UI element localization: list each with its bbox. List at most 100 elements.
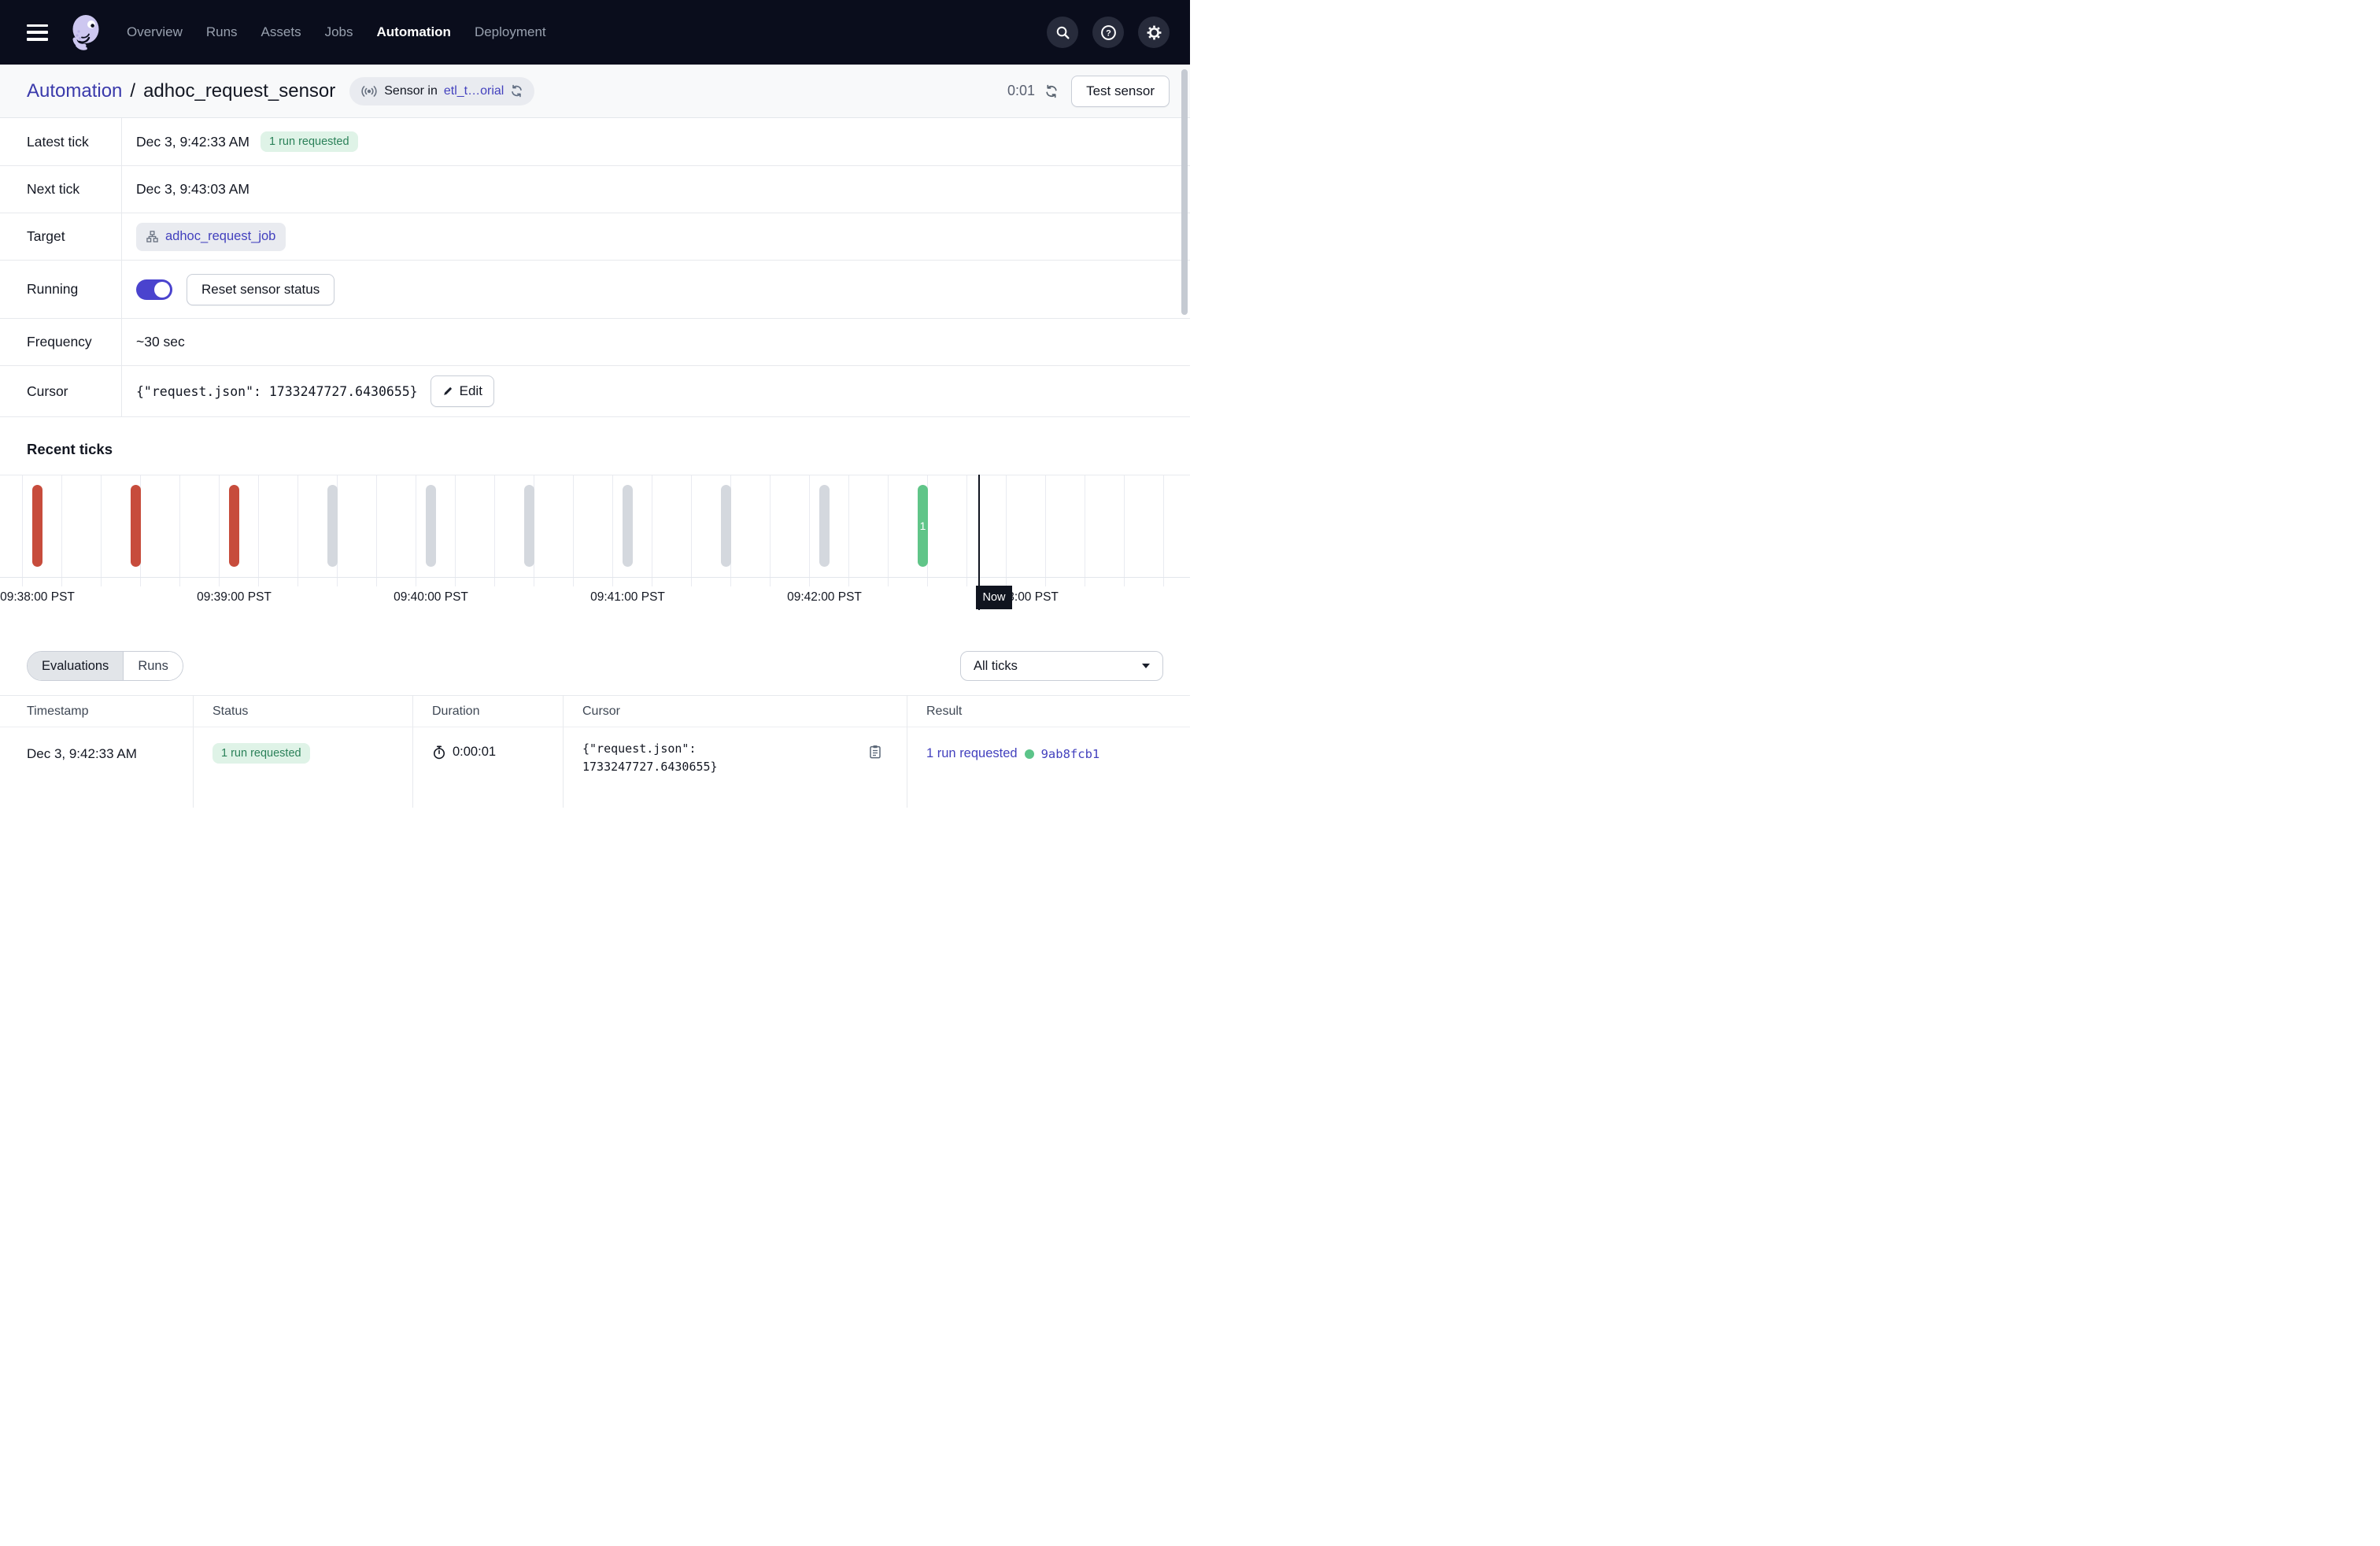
sensor-icon — [361, 85, 377, 97]
gridline — [612, 475, 613, 586]
nav-item-runs[interactable]: Runs — [205, 24, 238, 39]
gridline — [848, 475, 849, 586]
gridline — [691, 475, 692, 586]
reset-sensor-status-button[interactable]: Reset sensor status — [187, 273, 335, 305]
gridline — [1163, 475, 1164, 586]
gridline — [455, 475, 456, 586]
dagster-logo[interactable] — [65, 13, 105, 52]
top-nav: Overview Runs Assets Jobs Automation Dep… — [0, 0, 1190, 65]
edit-button-label: Edit — [459, 383, 482, 398]
tick-bar-skipped[interactable] — [721, 485, 731, 567]
test-sensor-button[interactable]: Test sensor — [1071, 75, 1170, 107]
now-marker-line — [978, 475, 980, 610]
running-toggle[interactable] — [136, 279, 172, 300]
row-frequency: Frequency ~30 sec — [0, 319, 1190, 366]
tick-bar-skipped[interactable] — [327, 485, 338, 567]
col-header-cursor: Cursor — [563, 696, 907, 727]
cursor-label: Cursor — [0, 366, 122, 416]
tick-bar-success[interactable]: 1 — [918, 485, 928, 567]
next-tick-value: Dec 3, 9:43:03 AM — [136, 181, 249, 197]
tick-bar-skipped[interactable] — [623, 485, 633, 567]
countdown-timer: 0:01 — [1007, 83, 1036, 98]
axis-tick-label: 09:40:00 PST — [394, 590, 468, 604]
gridline — [494, 475, 495, 586]
breadcrumb-automation-link[interactable]: Automation — [27, 80, 123, 102]
ticks-filter-value: All ticks — [974, 658, 1018, 673]
search-button[interactable] — [1047, 17, 1078, 48]
help-button[interactable]: ? — [1092, 17, 1124, 48]
copy-cursor-button[interactable] — [869, 745, 881, 764]
tick-bar-failed[interactable] — [131, 485, 141, 567]
running-label: Running — [0, 261, 122, 318]
gridline — [809, 475, 810, 586]
nav-item-jobs[interactable]: Jobs — [324, 24, 353, 39]
gridline — [258, 475, 259, 586]
latest-tick-value: Dec 3, 9:42:33 AM — [136, 133, 249, 150]
cell-status: 1 run requested — [193, 727, 412, 808]
evaluations-table: Timestamp Status Duration Cursor Result … — [0, 695, 1190, 808]
nav-item-deployment[interactable]: Deployment — [474, 24, 546, 39]
latest-tick-label: Latest tick — [0, 118, 122, 165]
nav-item-automation[interactable]: Automation — [376, 24, 451, 39]
tick-bar-skipped[interactable] — [524, 485, 534, 567]
settings-button[interactable] — [1138, 17, 1170, 48]
nav-item-assets[interactable]: Assets — [261, 24, 301, 39]
target-job-chip[interactable]: adhoc_request_job — [136, 222, 286, 251]
sync-icon[interactable] — [510, 84, 523, 98]
code-location-link[interactable]: etl_t…orial — [443, 83, 504, 98]
tick-bar-failed[interactable] — [32, 485, 42, 567]
plot-bottom-border — [0, 577, 1190, 578]
col-header-timestamp: Timestamp — [0, 696, 193, 727]
col-header-result: Result — [907, 696, 1190, 727]
gridline — [22, 475, 23, 586]
status-badge: 1 run requested — [213, 743, 310, 764]
gridline — [376, 475, 377, 586]
refresh-icon — [1046, 84, 1057, 98]
row-latest-tick: Latest tick Dec 3, 9:42:33 AM 1 run requ… — [0, 118, 1190, 166]
frequency-value: ~30 sec — [136, 334, 185, 350]
hamburger-menu-icon[interactable] — [27, 24, 48, 41]
recent-ticks-title: Recent ticks — [27, 441, 113, 457]
svg-text:?: ? — [1106, 28, 1111, 38]
tick-bar-skipped[interactable] — [819, 485, 830, 567]
axis-tick-label: 09:39:00 PST — [197, 590, 272, 604]
cell-result: 1 run requested 9ab8fcb1 — [907, 727, 1190, 808]
cell-duration: 0:00:01 — [412, 727, 563, 808]
main-nav: Overview Runs Assets Jobs Automation Dep… — [127, 24, 546, 40]
tick-bar-skipped[interactable] — [426, 485, 436, 567]
row-next-tick: Next tick Dec 3, 9:43:03 AM — [0, 166, 1190, 213]
badge-prefix: Sensor in — [384, 83, 438, 98]
breadcrumb-separator: / — [130, 80, 136, 102]
duration-value: 0:00:01 — [453, 745, 497, 759]
nav-item-overview[interactable]: Overview — [127, 24, 183, 39]
run-id-link[interactable]: 9ab8fcb1 — [1040, 746, 1100, 761]
evaluations-controls: Evaluations Runs All ticks — [0, 651, 1190, 681]
recent-ticks-chart: 1 09:38:00 PST 09:39:00 PST 09:40:00 PST 09:… — [0, 475, 1190, 615]
stopwatch-icon — [434, 745, 445, 759]
pencil-icon — [443, 387, 452, 395]
gridline — [219, 475, 220, 586]
tick-bar-failed[interactable] — [229, 485, 239, 567]
row-target: Target adhoc_request_job — [0, 213, 1190, 261]
row-cursor: Cursor {"request.json": 1733247727.64306… — [0, 366, 1190, 417]
ticks-filter-select[interactable]: All ticks — [960, 651, 1163, 681]
gear-icon — [1147, 25, 1161, 39]
edit-cursor-button[interactable]: Edit — [430, 375, 494, 407]
cursor-line-1: {"request.json": — [582, 742, 697, 756]
search-icon — [1056, 26, 1070, 39]
result-requested-link[interactable]: 1 run requested — [926, 746, 1018, 760]
vertical-scrollbar[interactable] — [1181, 69, 1188, 315]
axis-tick-label: 09:41:00 PST — [590, 590, 665, 604]
gridline — [1124, 475, 1125, 586]
tab-evaluations[interactable]: Evaluations — [28, 652, 124, 680]
gridline — [1006, 475, 1007, 586]
axis-tick-label: 09:42:00 PST — [787, 590, 862, 604]
latest-tick-status-badge: 1 run requested — [260, 131, 358, 152]
cursor-value: {"request.json": 1733247727.6430655} — [136, 383, 418, 399]
chevron-down-icon — [1142, 664, 1150, 668]
axis-tick-label: 09:38:00 PST — [0, 590, 75, 604]
target-job-link[interactable]: adhoc_request_job — [165, 229, 276, 243]
refresh-button[interactable] — [1044, 84, 1059, 98]
tab-runs[interactable]: Runs — [124, 652, 183, 680]
help-icon: ? — [1100, 24, 1116, 40]
